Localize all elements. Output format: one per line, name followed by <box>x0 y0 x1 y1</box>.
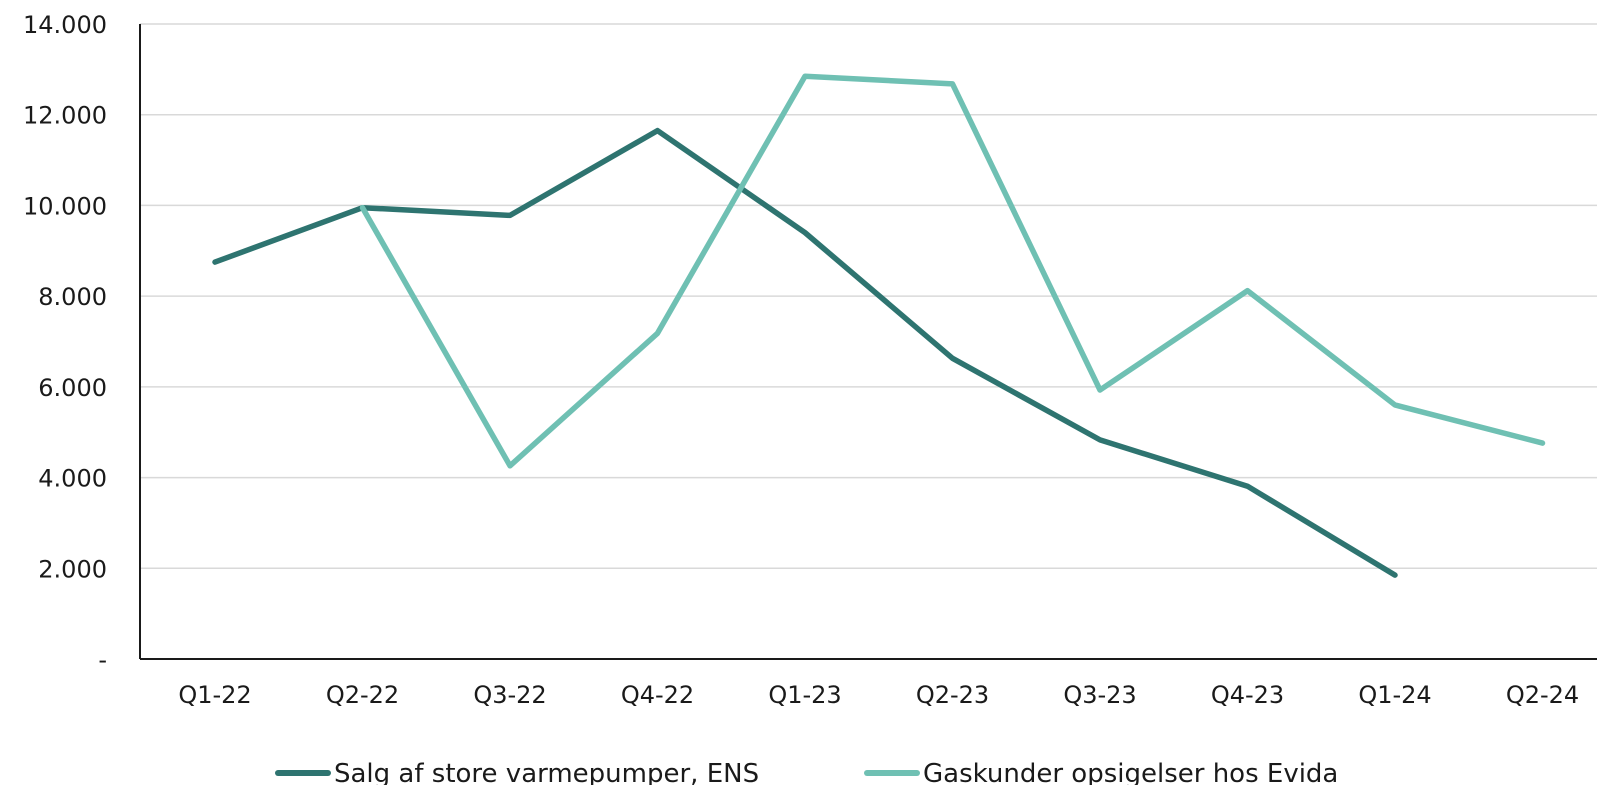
y-tick-label: 6.000 <box>38 374 107 402</box>
y-tick-label: 2.000 <box>38 555 107 583</box>
x-tick-label: Q2-22 <box>326 681 399 709</box>
y-tick-label: 8.000 <box>38 283 107 311</box>
gridlines <box>140 23 1597 570</box>
legend-label: Salg af store varmepumper, ENS <box>334 759 759 785</box>
y-axis-tick-labels: - 2.000 4.000 6.000 8.000 10.000 12.000 14.000 <box>23 11 107 674</box>
x-tick-label: Q1-23 <box>768 681 841 709</box>
y-tick-label: - <box>98 646 107 674</box>
y-tick-label: 4.000 <box>38 465 107 493</box>
series-line-2 <box>359 73 1546 469</box>
y-tick-label: 12.000 <box>23 102 107 130</box>
x-tick-label: Q3-23 <box>1063 681 1136 709</box>
x-tick-label: Q4-22 <box>621 681 694 709</box>
x-axis-tick-labels: Q1-22 Q2-22 Q3-22 Q4-22 Q1-23 Q2-23 Q3-23 Q4-23… <box>178 681 1579 709</box>
x-tick-label: Q4-23 <box>1211 681 1284 709</box>
legend: Salg af store varmepumper, ENS Gaskunder … <box>275 759 1338 785</box>
x-tick-label: Q1-22 <box>178 681 251 709</box>
x-tick-label: Q2-24 <box>1506 681 1579 709</box>
y-tick-label: 14.000 <box>23 11 107 39</box>
legend-label: Gaskunder opsigelser hos Evida <box>923 759 1338 785</box>
x-tick-label: Q2-23 <box>916 681 989 709</box>
series-lines <box>212 73 1546 578</box>
x-tick-label: Q1-24 <box>1358 681 1431 709</box>
y-tick-label: 10.000 <box>23 192 107 220</box>
series-line-1 <box>212 127 1398 578</box>
x-tick-label: Q3-22 <box>473 681 546 709</box>
